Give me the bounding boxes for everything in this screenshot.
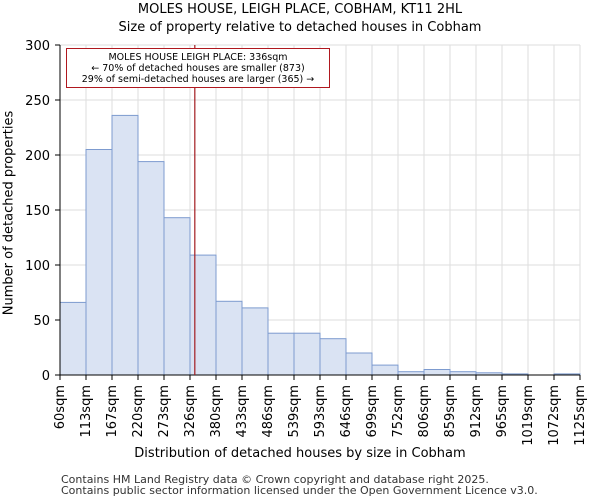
- annotation-line-3: 29% of semi-detached houses are larger (…: [81, 74, 315, 85]
- x-tick-label: 912sqm: [469, 385, 484, 438]
- y-axis-label: Number of detached properties: [1, 110, 17, 316]
- histogram-bar: [137, 161, 165, 376]
- x-tick-label: 859sqm: [443, 385, 458, 438]
- histogram-bar: [423, 369, 451, 376]
- y-tick-label: 200: [25, 149, 50, 164]
- histogram-bar: [267, 332, 295, 376]
- property-annotation-box: MOLES HOUSE LEIGH PLACE: 336sqm ← 70% of…: [66, 48, 330, 88]
- x-tick-label: 646sqm: [339, 385, 354, 438]
- annotation-line-1: MOLES HOUSE LEIGH PLACE: 336sqm: [108, 52, 288, 63]
- histogram-bar: [215, 300, 243, 376]
- x-tick-label: 60sqm: [53, 385, 68, 429]
- x-tick-label: 486sqm: [261, 385, 276, 438]
- x-tick-label: 1072sqm: [547, 385, 562, 446]
- x-tick-label: 380sqm: [209, 385, 224, 438]
- histogram-bar: [345, 352, 373, 376]
- histogram-bar: [241, 307, 269, 376]
- footer-copyright: Contains HM Land Registry data © Crown c…: [61, 473, 489, 486]
- y-tick-label: 250: [25, 94, 50, 109]
- histogram-bar: [85, 149, 113, 376]
- x-tick-label: 1125sqm: [573, 385, 588, 446]
- x-tick-label: 806sqm: [417, 385, 432, 438]
- chart-title: MOLES HOUSE, LEIGH PLACE, COBHAM, KT11 2…: [137, 2, 463, 17]
- x-tick-label: 220sqm: [131, 385, 146, 438]
- histogram-bar: [319, 338, 347, 376]
- histogram-bar: [163, 217, 191, 376]
- annotation-line-2: ← 70% of detached houses are smaller (87…: [91, 63, 305, 74]
- chart-subtitle: Size of property relative to detached ho…: [118, 20, 482, 35]
- histogram-bar: [59, 301, 87, 376]
- x-tick-label: 433sqm: [235, 385, 250, 438]
- y-tick-label: 100: [25, 259, 50, 274]
- x-tick-label: 273sqm: [157, 385, 172, 438]
- x-tick-label: 113sqm: [79, 385, 94, 438]
- histogram-bar: [189, 254, 217, 376]
- x-tick-label: 167sqm: [105, 385, 120, 438]
- histogram-bar: [371, 364, 399, 376]
- x-tick-label: 752sqm: [391, 385, 406, 438]
- y-tick-label: 150: [25, 204, 50, 219]
- histogram-bar: [293, 332, 321, 376]
- y-tick-label: 50: [33, 314, 50, 329]
- x-tick-label: 699sqm: [365, 385, 380, 438]
- x-tick-label: 326sqm: [183, 385, 198, 438]
- y-tick-label: 0: [42, 369, 50, 384]
- x-tick-label: 539sqm: [287, 385, 302, 438]
- footer-licence: Contains public sector information licen…: [61, 484, 538, 497]
- x-tick-label: 593sqm: [313, 385, 328, 438]
- x-tick-label: 965sqm: [495, 385, 510, 438]
- x-axis-label: Distribution of detached houses by size …: [134, 446, 466, 461]
- histogram-bar: [111, 114, 139, 376]
- x-tick-label: 1019sqm: [521, 385, 536, 446]
- y-tick-label: 300: [25, 39, 50, 54]
